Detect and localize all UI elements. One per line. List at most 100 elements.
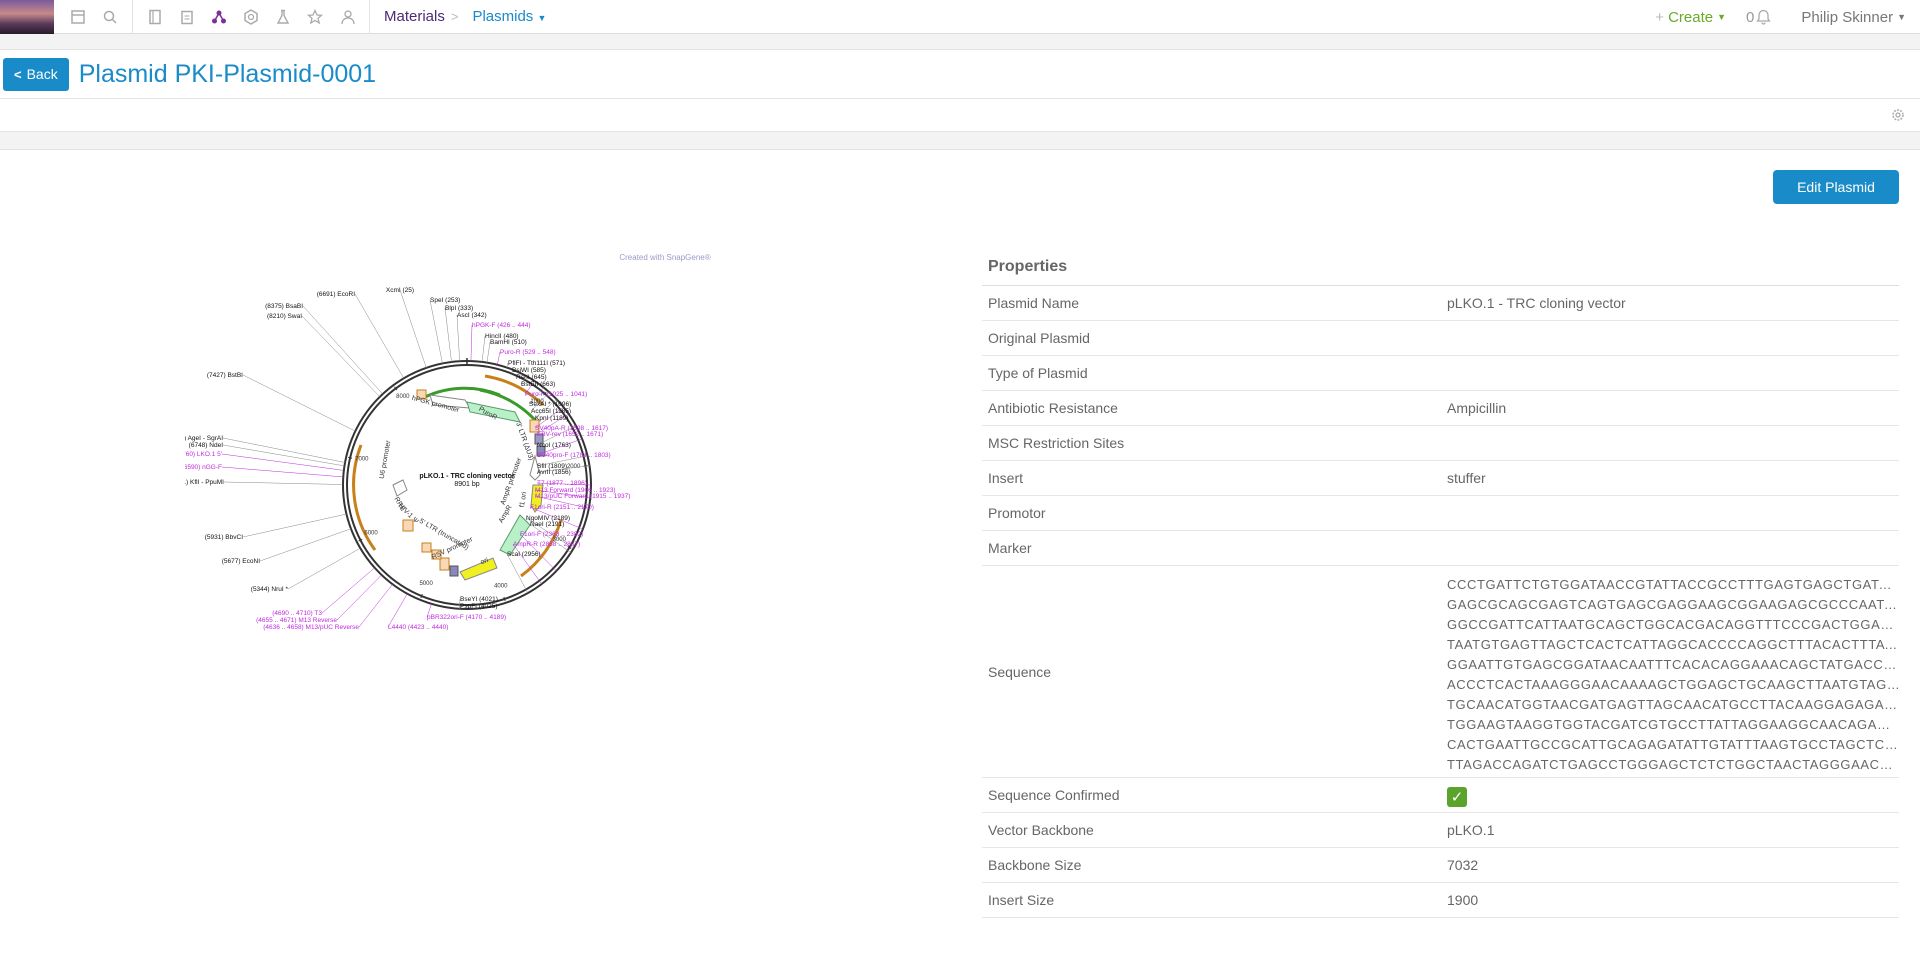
tick-mark <box>503 596 506 602</box>
feature-block <box>449 565 459 577</box>
flask-icon[interactable] <box>267 0 299 34</box>
search-icon[interactable] <box>94 0 126 34</box>
caret-down-icon: ▼ <box>1897 12 1906 22</box>
property-label: MSC Restriction Sites <box>988 435 1125 451</box>
tick-mark <box>543 391 547 396</box>
inner-feature-label: AmpR <box>498 504 514 524</box>
feature-leader-line <box>387 593 408 628</box>
user-menu-button[interactable]: Philip Skinner ▼ <box>1801 9 1906 26</box>
feature-label: PflFI - Tth111I (571) <box>508 360 565 367</box>
feature-leader-line <box>221 453 344 471</box>
dashboard-icon[interactable] <box>62 0 94 34</box>
properties-rows-2: Sequence Confirmed ✓ Vector Backbone pLKO.1… <box>982 778 1899 918</box>
inner-feature-label: f1 ori <box>519 491 529 508</box>
feature-label: XcmI (25) <box>386 287 414 294</box>
feature-leader-line <box>506 362 509 368</box>
nav-icons <box>62 0 376 34</box>
molecule-icon[interactable] <box>203 0 235 34</box>
tick-label: 6000 <box>364 531 378 537</box>
property-label: Insert <box>988 470 1024 486</box>
breadcrumb-materials[interactable]: Materials <box>384 8 445 25</box>
property-row: Backbone Size 7032 <box>982 848 1899 883</box>
feature-leader-line <box>515 372 520 378</box>
feature-label: (4636 .. 4658) M13/pUC Reverse <box>263 624 359 631</box>
tick-label: 4000 <box>494 584 508 590</box>
feature-label: (4690 .. 4710) T3 <box>272 610 322 617</box>
property-value: 7032 <box>1447 857 1479 873</box>
gear-icon[interactable] <box>1890 107 1906 123</box>
feature-label: (6741 .. 6760) LKO.1 5' <box>185 451 222 458</box>
clipboard-icon[interactable] <box>171 0 203 34</box>
property-row: Insert Size 1900 <box>982 883 1899 918</box>
feature-label: (7427) BstBI <box>207 372 243 379</box>
feature-label: Acc65I (1185) <box>531 408 571 415</box>
feature-arc-orange <box>484 374 545 407</box>
feature-leader-line <box>536 438 583 456</box>
user-name: Philip Skinner <box>1801 8 1894 26</box>
feature-leader-line <box>529 506 583 530</box>
main-panel: Edit Plasmid Created with SnapGene® <box>0 149 1920 964</box>
star-icon[interactable] <box>299 0 331 34</box>
feature-label: (6570 .. 6590) nGG-F <box>185 464 222 471</box>
plus-icon: + <box>1655 8 1665 26</box>
property-row: Type of Plasmid <box>982 356 1899 391</box>
property-row: Vector Backbone pLKO.1 <box>982 813 1899 848</box>
feature-block <box>431 549 442 560</box>
feature-label: F1ori-F (2363 .. 2382) <box>520 531 583 538</box>
property-row: Original Plasmid <box>982 321 1899 356</box>
feature-label: (8375) BsaBI <box>265 303 303 310</box>
nav-divider <box>369 0 370 34</box>
feature-leader-line <box>536 455 588 467</box>
feature-label: (6816) AgeI - SgrAI <box>185 435 223 442</box>
sequence-line: ACCCTCACTAAAGGGAACAAAAGCTGGAGCTGCAAGCTTA… <box>1447 677 1899 692</box>
inner-feature-label: ori <box>480 557 490 566</box>
feature-block <box>529 419 540 433</box>
amp-promoter-arrow <box>529 454 541 481</box>
properties-title: Properties <box>982 250 1899 286</box>
tick-mark <box>420 594 423 599</box>
sequence-value: CCCTGATTCTGTGGATAACCGTATTACCGCCTTTGAGTGA… <box>1447 566 1899 778</box>
feature-label: AvrII (1856) <box>537 469 571 476</box>
feature-label: AmpR-R (2868 .. 2887) <box>513 541 580 548</box>
feature-leader-line <box>426 603 432 618</box>
feature-label: HincII (480) <box>485 333 519 340</box>
tick-label: 1000 <box>530 399 544 405</box>
property-value <box>1447 321 1899 355</box>
top-navbar: Materials > Plasmids ▼ + Create ▼ 0 Phil… <box>0 0 1920 34</box>
feature-leader-line <box>486 341 491 363</box>
property-row: MSC Restriction Sites <box>982 426 1899 461</box>
cog-molecule-icon[interactable] <box>235 0 267 34</box>
property-label: Insert Size <box>988 892 1055 908</box>
property-value: pLKO.1 - TRC cloning vector <box>1447 295 1626 311</box>
page-header: < Back Plasmid PKI-Plasmid-0001 <box>0 49 1920 99</box>
edit-plasmid-button[interactable]: Edit Plasmid <box>1773 170 1899 204</box>
feature-label: T7 (1877 .. 1896) <box>537 480 587 487</box>
notebook-icon[interactable] <box>139 0 171 34</box>
create-menu-button[interactable]: + Create ▼ <box>1655 9 1726 26</box>
feature-leader-line <box>536 482 592 486</box>
feature-label: pBR322ori-F (4170 .. 4189) <box>427 614 506 621</box>
feature-leader-line <box>530 392 550 412</box>
property-label: Antibiotic Resistance <box>988 400 1118 416</box>
feature-label: SfiI (1809) <box>537 463 567 470</box>
property-label: Marker <box>988 540 1032 556</box>
feature-label: BstEII (663) <box>521 381 555 388</box>
property-value <box>1447 496 1899 530</box>
feature-label: (5677) EcoNI <box>222 558 260 565</box>
tick-mark <box>567 545 572 549</box>
feature-leader-line <box>429 299 443 364</box>
breadcrumb-plasmids-label: Plasmids <box>472 8 534 25</box>
feature-label: RsrII (645) <box>516 374 547 381</box>
sequence-line: CCCTGATTCTGTGGATAACCGTATTACCGCCTTTGAGTGA… <box>1447 577 1899 592</box>
tick-labels: 1000 2000 3000 4000 5000 6000 7000 8000 <box>348 386 588 602</box>
feature-leader-line <box>534 399 557 419</box>
app-logo[interactable] <box>0 0 54 34</box>
property-value: Ampicillin <box>1447 400 1507 416</box>
plasmid-map-svg: Created with SnapGene® <box>155 253 711 631</box>
back-button[interactable]: < Back <box>3 57 69 91</box>
ori-arrow <box>459 557 498 581</box>
feature-arc-green <box>479 388 537 422</box>
breadcrumb-plasmids[interactable]: Plasmids ▼ <box>472 8 546 25</box>
users-icon[interactable] <box>331 0 363 34</box>
notifications-button[interactable]: 0 <box>1746 9 1772 26</box>
